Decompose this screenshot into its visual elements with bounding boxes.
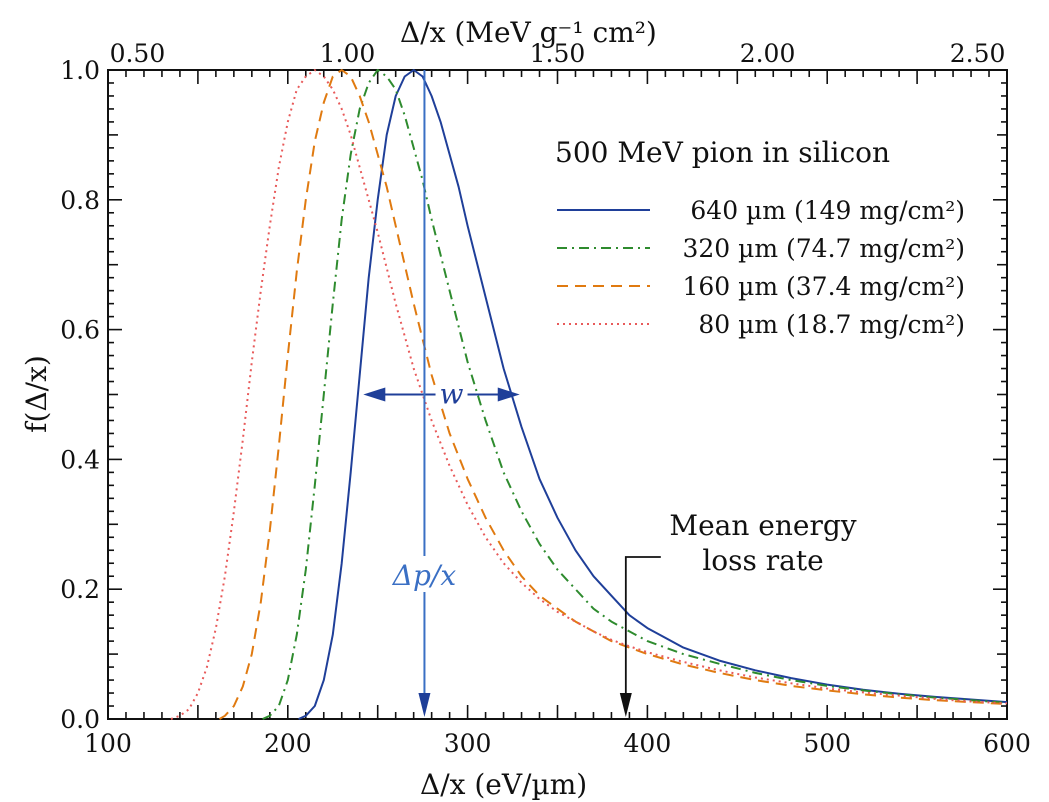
top-x-tick-label: 1.50 bbox=[530, 39, 586, 68]
x-tick-label: 400 bbox=[624, 729, 672, 758]
x-tick-label: 100 bbox=[84, 729, 132, 758]
width-arrowhead-right bbox=[497, 387, 520, 402]
mean-label-line2: loss rate bbox=[702, 544, 823, 577]
width-arrowhead-left bbox=[363, 387, 386, 402]
x-tick-label: 200 bbox=[264, 729, 312, 758]
y-tick-label: 0.0 bbox=[60, 705, 100, 734]
top-x-tick-label: 0.50 bbox=[110, 39, 166, 68]
x-axis-title: Δ/x (eV/µm) bbox=[420, 768, 587, 801]
width-label: w bbox=[440, 378, 464, 411]
mean-label-line1: Mean energy bbox=[669, 509, 856, 542]
most-probable-arrowhead bbox=[418, 693, 431, 717]
y-tick-label: 0.8 bbox=[60, 186, 100, 215]
legend-label-1: 640 µm (149 mg/cm²) bbox=[690, 196, 965, 225]
x-tick-label: 500 bbox=[803, 729, 851, 758]
top-x-axis: 0.50 1.00 1.50 2.00 2.50 bbox=[110, 39, 1006, 68]
most-probable-label: Δp/x bbox=[392, 559, 457, 592]
mean-arrowhead bbox=[619, 693, 632, 717]
series-line-1 bbox=[298, 69, 1008, 720]
top-x-tick-label: 2.00 bbox=[740, 39, 796, 68]
bottom-x-axis: 100 200 300 400 500 600 bbox=[84, 70, 1031, 758]
legend-label-3: 160 µm (37.4 mg/cm²) bbox=[682, 272, 965, 301]
most-probable-label-bg bbox=[382, 556, 469, 592]
chart-title: 500 MeV pion in silicon bbox=[555, 136, 890, 169]
width-label-bg bbox=[435, 378, 468, 407]
y-tick-label: 0.4 bbox=[60, 445, 100, 474]
legend: 640 µm (149 mg/cm²) 320 µm (74.7 mg/cm²) 1… bbox=[557, 196, 965, 339]
y-tick-label: 0.6 bbox=[60, 316, 100, 345]
left-y-axis: 0.0 0.2 0.4 0.6 0.8 1.0 bbox=[60, 56, 1007, 734]
mean-arrow-line bbox=[624, 556, 661, 695]
top-x-axis-title: Δ/x (MeV g⁻¹ cm²) bbox=[400, 16, 657, 49]
legend-label-2: 320 µm (74.7 mg/cm²) bbox=[682, 234, 965, 263]
legend-label-4: 80 µm (18.7 mg/cm²) bbox=[698, 310, 965, 339]
series-line-2 bbox=[262, 69, 1008, 720]
x-tick-label: 300 bbox=[444, 729, 492, 758]
series-line-3 bbox=[218, 69, 1008, 720]
series-layer bbox=[170, 69, 1008, 720]
y-axis-title: f(Δ/x) bbox=[20, 355, 53, 433]
top-x-tick-label: 2.50 bbox=[950, 39, 1006, 68]
x-tick-label: 600 bbox=[983, 729, 1031, 758]
top-x-tick-label: 1.00 bbox=[320, 39, 376, 68]
y-tick-label: 0.2 bbox=[60, 575, 100, 604]
y-tick-label: 1.0 bbox=[60, 56, 100, 85]
